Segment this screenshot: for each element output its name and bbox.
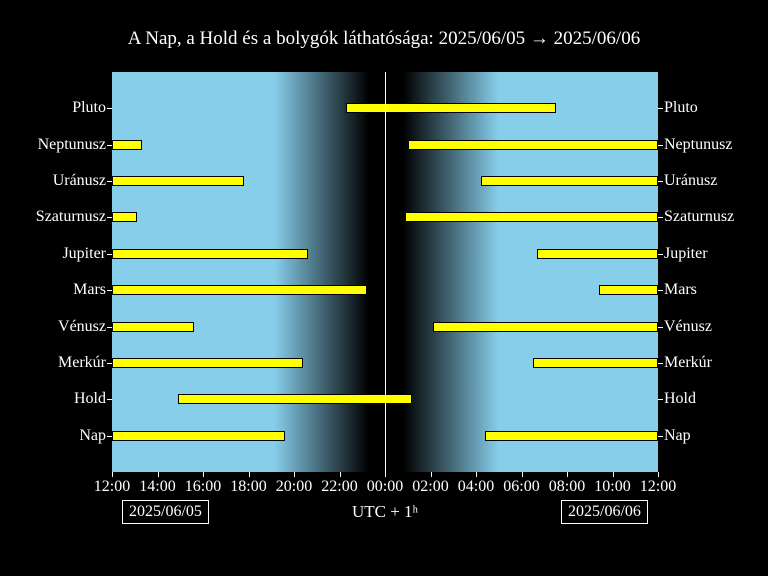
x-tick-label: 06:00	[503, 478, 539, 496]
y-tick	[658, 145, 663, 146]
y-tick	[658, 254, 663, 255]
y-tick	[658, 436, 663, 437]
y-label-left: Pluto	[72, 99, 106, 117]
visibility-bar	[112, 431, 285, 441]
x-tick-label: 16:00	[185, 478, 221, 496]
y-tick	[658, 181, 663, 182]
date-start-box: 2025/06/05	[122, 500, 209, 524]
y-label-left: Vénusz	[58, 318, 106, 336]
dusk-gradient	[274, 72, 370, 472]
x-tick	[613, 472, 614, 477]
x-tick	[476, 472, 477, 477]
visibility-bar	[178, 394, 412, 404]
visibility-bar	[112, 358, 303, 368]
date-end-box: 2025/06/06	[561, 500, 648, 524]
x-tick	[249, 472, 250, 477]
x-axis-label: UTC + 1ʰ	[352, 502, 418, 522]
y-label-right: Nap	[664, 427, 691, 445]
y-tick	[658, 217, 663, 218]
x-tick-label: 22:00	[321, 478, 357, 496]
y-label-right: Uránusz	[664, 172, 717, 190]
y-label-left: Mars	[73, 281, 106, 299]
y-label-right: Szaturnusz	[664, 208, 734, 226]
x-tick	[294, 472, 295, 477]
x-tick	[431, 472, 432, 477]
y-label-right: Jupiter	[664, 245, 708, 263]
visibility-bar	[408, 140, 658, 150]
x-tick-label: 20:00	[276, 478, 312, 496]
visibility-bar	[112, 285, 367, 295]
visibility-bar	[112, 249, 308, 259]
visibility-bar	[481, 176, 658, 186]
y-label-left: Szaturnusz	[36, 208, 106, 226]
x-tick-label: 02:00	[412, 478, 448, 496]
visibility-bar	[112, 140, 142, 150]
plot-area	[112, 72, 658, 472]
x-tick-label: 10:00	[594, 478, 630, 496]
chart-container: A Nap, a Hold és a bolygók láthatósága: …	[0, 0, 768, 576]
y-tick	[658, 108, 663, 109]
x-tick	[112, 472, 113, 477]
y-label-left: Jupiter	[62, 245, 106, 263]
visibility-bar	[485, 431, 658, 441]
y-label-left: Merkúr	[58, 354, 106, 372]
y-tick	[107, 436, 112, 437]
y-tick	[658, 363, 663, 364]
y-tick	[107, 217, 112, 218]
x-tick-label: 12:00	[94, 478, 130, 496]
y-label-right: Pluto	[664, 99, 698, 117]
visibility-bar	[112, 322, 194, 332]
visibility-bar	[433, 322, 658, 332]
x-tick	[658, 472, 659, 477]
y-label-right: Neptunusz	[664, 136, 732, 154]
x-tick	[340, 472, 341, 477]
dawn-gradient	[403, 72, 499, 472]
visibility-bar	[112, 212, 137, 222]
x-tick-label: 04:00	[458, 478, 494, 496]
y-label-left: Nap	[79, 427, 106, 445]
y-label-left: Hold	[74, 390, 106, 408]
x-tick	[203, 472, 204, 477]
y-tick	[107, 363, 112, 364]
x-tick	[522, 472, 523, 477]
x-tick	[567, 472, 568, 477]
y-tick	[107, 181, 112, 182]
x-tick	[385, 472, 386, 477]
y-tick	[107, 254, 112, 255]
y-tick	[107, 290, 112, 291]
y-tick	[107, 399, 112, 400]
x-tick-label: 00:00	[367, 478, 403, 496]
y-label-right: Hold	[664, 390, 696, 408]
visibility-bar	[533, 358, 658, 368]
visibility-bar	[112, 176, 244, 186]
x-tick	[158, 472, 159, 477]
visibility-bar	[346, 103, 555, 113]
night-region	[369, 72, 403, 472]
y-label-right: Mars	[664, 281, 697, 299]
y-label-left: Neptunusz	[38, 136, 106, 154]
y-label-left: Uránusz	[53, 172, 106, 190]
x-tick-label: 08:00	[549, 478, 585, 496]
y-label-right: Vénusz	[664, 318, 712, 336]
midnight-line	[385, 72, 386, 472]
x-tick-label: 14:00	[139, 478, 175, 496]
x-tick-label: 18:00	[230, 478, 266, 496]
y-tick	[107, 145, 112, 146]
y-tick	[658, 290, 663, 291]
visibility-bar	[405, 212, 658, 222]
chart-title: A Nap, a Hold és a bolygók láthatósága: …	[0, 28, 768, 50]
y-tick	[107, 108, 112, 109]
y-tick	[658, 399, 663, 400]
y-label-right: Merkúr	[664, 354, 712, 372]
y-tick	[107, 327, 112, 328]
visibility-bar	[537, 249, 658, 259]
x-tick-label: 12:00	[640, 478, 676, 496]
visibility-bar	[599, 285, 658, 295]
y-tick	[658, 327, 663, 328]
